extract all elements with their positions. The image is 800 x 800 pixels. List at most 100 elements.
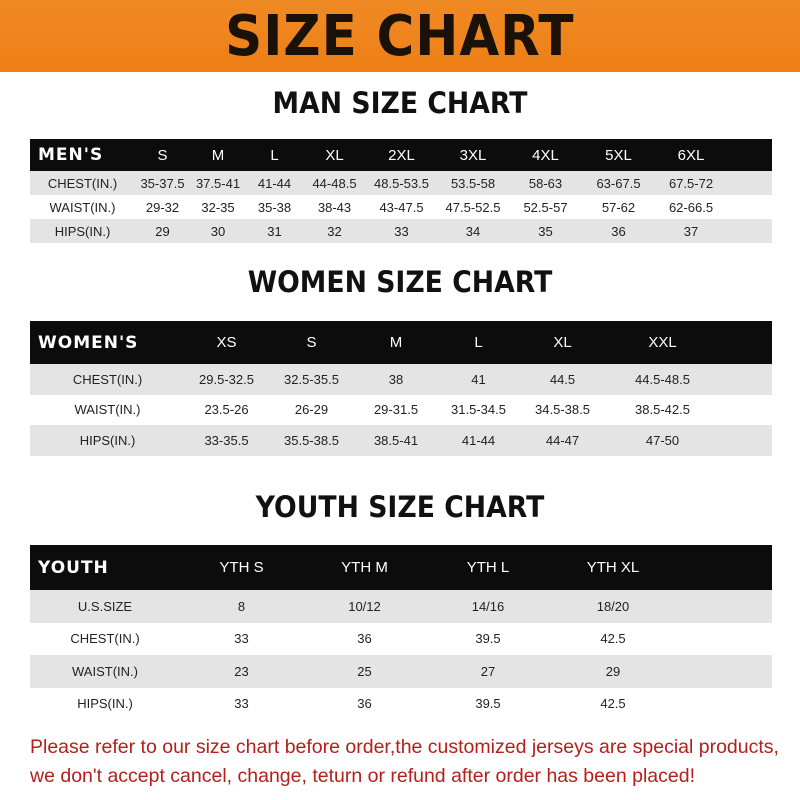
table-cell: M — [190, 139, 246, 171]
table-cell: XL — [303, 139, 366, 171]
table-cell: 3XL — [437, 139, 509, 171]
table-cell: 18/20 — [550, 590, 676, 623]
table-row: HIPS(IN.) 33 36 39.5 42.5 — [30, 687, 772, 720]
table-cell: 41-44 — [246, 171, 303, 195]
empty-cell — [727, 171, 772, 195]
table-cell: 26-29 — [268, 394, 355, 425]
table-row: HIPS(IN.) 29 30 31 32 33 34 35 36 37 — [30, 219, 772, 243]
table-cell: 36 — [303, 687, 426, 720]
table-cell: 35.5-38.5 — [268, 425, 355, 456]
table-cell: 48.5-53.5 — [366, 171, 437, 195]
empty-cell — [676, 622, 772, 655]
men-size-table: MEN'S S M L XL 2XL 3XL 4XL 5XL 6XL CHEST(IN.) 35-37… — [30, 139, 772, 243]
youth-section-title: YOUTH SIZE CHART — [255, 490, 545, 524]
table-cell: 35 — [509, 219, 582, 243]
table-cell: 30 — [190, 219, 246, 243]
notice-line: we don't accept cancel, change, teturn o… — [30, 765, 695, 787]
table-cell: 6XL — [655, 139, 727, 171]
table-cell: 41-44 — [437, 425, 520, 456]
table-cell: S — [135, 139, 190, 171]
table-cell: 32.5-35.5 — [268, 364, 355, 395]
table-cell: 57-62 — [582, 195, 655, 219]
men-section-title: MAN SIZE CHART — [272, 86, 528, 120]
table-cell: 4XL — [509, 139, 582, 171]
table-cell: XL — [520, 321, 605, 364]
row-label: WAIST(IN.) — [30, 394, 185, 425]
table-cell: 32 — [303, 219, 366, 243]
table-cell: 38.5-41 — [355, 425, 437, 456]
notice: Please refer to our size chart before or… — [30, 733, 790, 791]
table-row: CHEST(IN.) 33 36 39.5 42.5 — [30, 622, 772, 655]
table-cell: 44-47 — [520, 425, 605, 456]
table-cell: 10/12 — [303, 590, 426, 623]
table-cell: M — [355, 321, 437, 364]
table-cell: 29.5-32.5 — [185, 364, 268, 395]
empty-cell — [727, 219, 772, 243]
table-cell: 33 — [366, 219, 437, 243]
table-row: CHEST(IN.) 35-37.5 37.5-41 41-44 44-48.5 48.5… — [30, 171, 772, 195]
row-label: CHEST(IN.) — [30, 171, 135, 195]
table-cell: 47-50 — [605, 425, 720, 456]
table-cell: 25 — [303, 655, 426, 688]
table-cell: 67.5-72 — [655, 171, 727, 195]
women-section-title: WOMEN SIZE CHART — [247, 265, 553, 299]
empty-cell — [720, 425, 772, 456]
table-cell: 42.5 — [550, 687, 676, 720]
table-row: WAIST(IN.) 23.5-26 26-29 29-31.5 31.5-34.5 34… — [30, 394, 772, 425]
row-label: HIPS(IN.) — [30, 687, 180, 720]
table-cell: 44.5 — [520, 364, 605, 395]
table-header-row: YOUTH YTH S YTH M YTH L YTH XL — [30, 545, 772, 590]
table-cell: 32-35 — [190, 195, 246, 219]
table-cell: 35-37.5 — [135, 171, 190, 195]
table-cell: 14/16 — [426, 590, 550, 623]
table-cell: 33 — [180, 622, 303, 655]
table-cell: 36 — [303, 622, 426, 655]
table-cell: YTH L — [426, 545, 550, 590]
table-header-row: MEN'S S M L XL 2XL 3XL 4XL 5XL 6XL — [30, 139, 772, 171]
table-cell: 58-63 — [509, 171, 582, 195]
table-cell: 2XL — [366, 139, 437, 171]
table-cell: 47.5-52.5 — [437, 195, 509, 219]
table-cell: 33-35.5 — [185, 425, 268, 456]
row-label: WAIST(IN.) — [30, 195, 135, 219]
table-cell: 38.5-42.5 — [605, 394, 720, 425]
table-row: CHEST(IN.) 29.5-32.5 32.5-35.5 38 41 44.5 44.5… — [30, 364, 772, 395]
row-label: HIPS(IN.) — [30, 219, 135, 243]
row-label: CHEST(IN.) — [30, 364, 185, 395]
empty-cell — [676, 590, 772, 623]
table-cell: L — [246, 139, 303, 171]
table-cell: 23.5-26 — [185, 394, 268, 425]
table-cell: 39.5 — [426, 622, 550, 655]
table-cell: 41 — [437, 364, 520, 395]
table-cell: 8 — [180, 590, 303, 623]
table-header-row: WOMEN'S XS S M L XL XXL — [30, 321, 772, 364]
table-cell: 5XL — [582, 139, 655, 171]
table-cell: 43-47.5 — [366, 195, 437, 219]
table-cell: S — [268, 321, 355, 364]
table-cell: XXL — [605, 321, 720, 364]
empty-cell — [727, 139, 772, 171]
table-cell: 37.5-41 — [190, 171, 246, 195]
table-row: WAIST(IN.) 29-32 32-35 35-38 38-43 43-47.5 47.… — [30, 195, 772, 219]
page-title: SIZE CHART — [225, 3, 575, 69]
table-row: HIPS(IN.) 33-35.5 35.5-38.5 38.5-41 41-44 44-… — [30, 425, 772, 456]
table-cell: 37 — [655, 219, 727, 243]
empty-cell — [720, 394, 772, 425]
table-cell: XS — [185, 321, 268, 364]
row-label: YOUTH — [30, 545, 180, 590]
table-cell: 63-67.5 — [582, 171, 655, 195]
table-cell: 36 — [582, 219, 655, 243]
table-cell: 39.5 — [426, 687, 550, 720]
table-cell: 31 — [246, 219, 303, 243]
table-cell: 31.5-34.5 — [437, 394, 520, 425]
table-cell: 34 — [437, 219, 509, 243]
row-label: WAIST(IN.) — [30, 655, 180, 688]
table-cell: 38-43 — [303, 195, 366, 219]
table-cell: 35-38 — [246, 195, 303, 219]
youth-size-table: YOUTH YTH S YTH M YTH L YTH XL U.S.SIZE 8 10/12… — [30, 545, 772, 720]
table-cell: 38 — [355, 364, 437, 395]
table-cell: YTH S — [180, 545, 303, 590]
row-label: MEN'S — [30, 139, 135, 171]
table-cell: 44.5-48.5 — [605, 364, 720, 395]
table-cell: 29-32 — [135, 195, 190, 219]
